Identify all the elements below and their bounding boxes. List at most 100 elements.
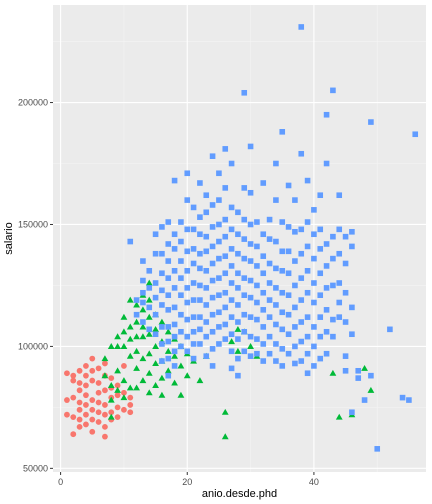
data-point-square [171,304,178,311]
data-point-triangle [152,325,159,332]
data-point-square [304,243,311,250]
data-point-square [159,224,165,230]
data-point-triangle [107,396,115,403]
data-point-square [336,314,343,320]
data-point-square [184,285,191,291]
data-point-square [184,248,191,255]
data-point-square [387,326,393,333]
data-point-square [140,319,146,325]
data-point-square [241,328,248,335]
data-point-square [235,302,241,308]
data-point-square [228,331,235,338]
data-point-triangle [228,338,235,345]
data-point-square [254,219,260,225]
data-point-square [298,275,305,281]
data-point-square [184,333,191,340]
data-point-square [311,363,317,369]
data-point-triangle [126,296,134,303]
data-point-square [190,204,197,211]
data-point-square [304,333,311,340]
data-point-square [260,341,267,347]
data-point-triangle [107,343,115,349]
data-point-circle [102,387,108,394]
data-point-square [184,268,191,274]
data-point-square [311,324,317,330]
data-point-square [285,311,292,318]
data-point-square [184,197,191,203]
data-point-square [228,314,235,320]
data-point-square [216,292,222,298]
data-point-square [292,228,298,235]
data-point-circle [95,389,102,396]
data-point-triangle [145,330,153,337]
data-point-triangle [101,355,109,362]
data-point-circle [83,372,89,379]
data-point-square [235,372,241,379]
data-point-square [241,89,248,96]
data-point-square [222,233,229,240]
data-point-triangle [133,384,140,391]
data-point-circle [89,355,96,362]
data-point-square [317,292,324,298]
data-point-square [298,226,305,233]
data-point-triangle [101,372,109,379]
data-point-square [146,304,153,311]
data-point-triangle [234,347,242,354]
data-point-square [292,197,298,203]
data-point-square [171,333,178,340]
data-point-circle [95,409,102,416]
data-point-square [165,292,172,298]
data-point-square [399,394,406,401]
data-point-square [127,238,134,245]
data-point-square [228,226,235,233]
data-point-square [323,307,330,313]
data-point-square [190,297,197,303]
data-point-square [368,119,374,125]
data-point-triangle [234,325,242,332]
data-point-square [336,299,343,306]
data-point-square [203,333,210,340]
data-point-square [266,333,273,340]
data-point-square [292,304,298,311]
data-point-square [216,275,222,281]
data-point-triangle [139,377,147,384]
data-point-square [241,236,248,242]
data-point-square [222,304,229,311]
data-point-square [235,319,241,325]
data-point-square [178,292,184,298]
data-point-square [266,350,273,357]
data-point-square [159,270,165,277]
data-point-circle [76,416,83,423]
data-point-square [266,280,273,286]
data-point-square [171,363,178,369]
data-point-square [279,219,286,225]
data-point-square [279,268,286,274]
data-point-square [228,348,235,355]
data-point-circle [70,377,77,384]
data-point-square [159,358,165,364]
data-point-triangle [145,296,153,303]
data-point-square [171,321,178,328]
data-point-triangle [133,301,140,308]
data-point-square [266,260,273,267]
data-point-square [260,180,267,186]
data-point-square [146,326,153,333]
data-point-square [406,397,412,403]
data-point-square [146,285,153,291]
data-point-square [247,189,254,196]
data-point-square [279,289,286,296]
data-point-square [165,372,172,379]
data-point-square [247,241,254,247]
data-point-square [152,231,159,238]
data-point-circle [114,404,121,411]
data-point-triangle [126,323,134,330]
data-point-square [197,265,203,272]
data-point-square [159,302,165,308]
data-point-triangle [114,367,121,374]
major-gridlines [53,5,426,472]
data-point-square [235,336,241,342]
data-point-circle [102,433,108,440]
data-point-square [273,238,279,245]
data-point-triangle [145,350,153,357]
data-point-triangle [158,374,166,381]
